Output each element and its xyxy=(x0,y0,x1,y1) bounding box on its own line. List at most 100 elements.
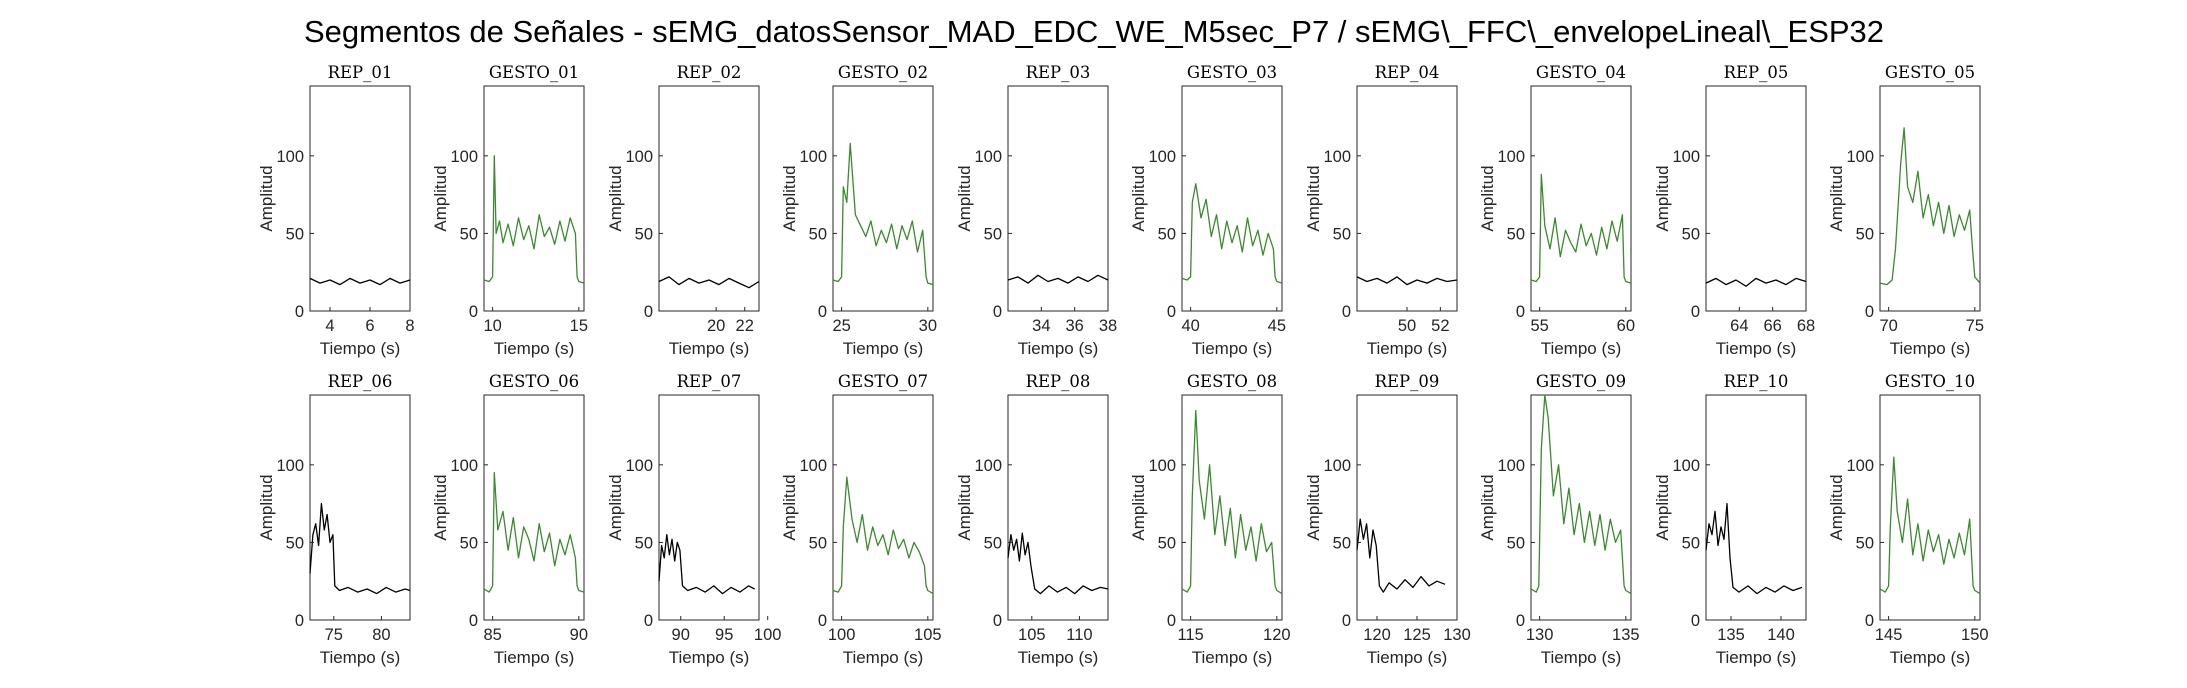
plot-area xyxy=(309,85,411,312)
subplot-title: REP_09 xyxy=(1375,372,1440,391)
y-tick-label: 0 xyxy=(1167,612,1176,630)
x-tick-label: 68 xyxy=(1797,317,1815,335)
x-tick-label: 75 xyxy=(325,626,343,644)
y-axis-label: Amplitud xyxy=(1129,165,1148,231)
x-tick-label: 135 xyxy=(1612,626,1640,644)
subplot-title: GESTO_09 xyxy=(1536,372,1626,391)
y-axis-label: Amplitud xyxy=(1827,474,1846,540)
subplot-title: REP_02 xyxy=(677,63,742,82)
x-tick-label: 38 xyxy=(1099,317,1117,335)
y-tick-label: 0 xyxy=(818,303,827,321)
x-axis-label: Tiempo (s) xyxy=(1890,339,1971,358)
y-tick-label: 100 xyxy=(1672,148,1700,166)
x-tick-label: 110 xyxy=(1066,626,1092,644)
rep-signal-line xyxy=(1007,274,1109,284)
x-axis-label: Tiempo (s) xyxy=(1367,648,1448,667)
x-tick-label: 80 xyxy=(372,626,390,644)
plot-area xyxy=(658,394,760,621)
y-tick-label: 0 xyxy=(469,612,478,630)
y-axis-label: Amplitud xyxy=(431,474,450,540)
y-axis-label: Amplitud xyxy=(780,474,799,540)
subplot: 25 30 0 50 100 GESTO_02 Tiempo (s) Amplitud xyxy=(780,63,937,358)
subplot-title: GESTO_01 xyxy=(489,63,579,82)
subplot: 40 45 0 50 100 GESTO_03 Tiempo (s) Amplitud xyxy=(1129,63,1286,358)
subplot-title: GESTO_04 xyxy=(1536,63,1626,82)
y-axis-label: Amplitud xyxy=(1304,165,1323,231)
subplot: 115 120 0 50 100 GESTO_08 Tiempo (s) Amplitud xyxy=(1129,372,1291,667)
plot-area xyxy=(832,394,934,621)
y-tick-label: 50 xyxy=(1682,225,1700,243)
y-tick-label: 100 xyxy=(1846,457,1874,475)
y-axis-label: Amplitud xyxy=(1478,474,1497,540)
plot-area xyxy=(832,85,934,312)
y-tick-label: 100 xyxy=(450,457,478,475)
y-axis-label: Amplitud xyxy=(1129,474,1148,540)
x-tick-label: 120 xyxy=(1363,626,1391,644)
x-tick-label: 6 xyxy=(365,317,374,335)
y-tick-label: 0 xyxy=(818,612,827,630)
subplot: 64 66 68 0 50 100 REP_05 Tiempo (s) Amplitud xyxy=(1653,63,1815,358)
y-tick-label: 0 xyxy=(1342,303,1351,321)
subplot-title: GESTO_08 xyxy=(1187,372,1277,391)
rep-signal-line xyxy=(1705,502,1803,595)
x-axis-label: Tiempo (s) xyxy=(1018,339,1099,358)
x-tick-label: 75 xyxy=(1966,317,1984,335)
y-tick-label: 0 xyxy=(644,612,653,630)
y-axis-label: Amplitud xyxy=(955,474,974,540)
y-axis-label: Amplitud xyxy=(606,165,625,231)
plot-area xyxy=(1181,394,1283,621)
x-axis-label: Tiempo (s) xyxy=(1890,648,1971,667)
subplot-title: GESTO_05 xyxy=(1885,63,1975,82)
subplot: 20 22 0 50 100 REP_02 Tiempo (s) Amplitud xyxy=(606,63,760,358)
x-axis-label: Tiempo (s) xyxy=(494,339,575,358)
y-tick-label: 0 xyxy=(1865,612,1874,630)
plot-area xyxy=(483,394,585,621)
x-tick-label: 70 xyxy=(1879,317,1897,335)
subplot-title: REP_10 xyxy=(1724,372,1789,391)
y-axis-label: Amplitud xyxy=(1827,165,1846,231)
y-tick-label: 50 xyxy=(1333,225,1351,243)
y-tick-label: 0 xyxy=(295,303,304,321)
x-tick-label: 25 xyxy=(832,317,850,335)
gesto-signal-line xyxy=(1879,127,1981,286)
subplot: 70 75 0 50 100 GESTO_05 Tiempo (s) Amplitud xyxy=(1827,63,1984,358)
y-tick-label: 100 xyxy=(276,148,304,166)
y-tick-label: 50 xyxy=(984,225,1002,243)
x-tick-label: 90 xyxy=(570,626,588,644)
x-tick-label: 140 xyxy=(1767,626,1795,644)
y-axis-label: Amplitud xyxy=(1653,474,1672,540)
rep-signal-line xyxy=(1356,518,1446,593)
gesto-signal-line xyxy=(1181,183,1283,284)
subplot-title: GESTO_10 xyxy=(1885,372,1975,391)
y-tick-label: 50 xyxy=(809,534,827,552)
y-tick-label: 50 xyxy=(1856,534,1874,552)
x-tick-label: 52 xyxy=(1431,317,1449,335)
subplot: 4 6 8 0 50 100 REP_01 Tiempo (s) Amplitud xyxy=(257,63,415,358)
x-axis-label: Tiempo (s) xyxy=(843,339,924,358)
y-tick-label: 100 xyxy=(1148,457,1176,475)
y-tick-label: 100 xyxy=(974,148,1002,166)
x-axis-label: Tiempo (s) xyxy=(1716,648,1797,667)
x-axis-label: Tiempo (s) xyxy=(320,648,401,667)
x-tick-label: 30 xyxy=(919,317,937,335)
y-tick-label: 50 xyxy=(460,225,478,243)
plot-area xyxy=(1007,394,1109,621)
plot-area xyxy=(1705,394,1807,621)
y-axis-label: Amplitud xyxy=(1304,474,1323,540)
y-tick-label: 50 xyxy=(1333,534,1351,552)
subplot: 145 150 0 50 100 GESTO_10 Tiempo (s) Amplitud xyxy=(1827,372,1989,667)
x-axis-label: Tiempo (s) xyxy=(1367,339,1448,358)
y-tick-label: 100 xyxy=(799,457,827,475)
y-axis-label: Amplitud xyxy=(257,474,276,540)
x-tick-label: 105 xyxy=(1018,626,1046,644)
y-tick-label: 100 xyxy=(1672,457,1700,475)
y-tick-label: 50 xyxy=(1856,225,1874,243)
x-tick-label: 66 xyxy=(1763,317,1781,335)
x-tick-label: 130 xyxy=(1526,626,1554,644)
y-tick-label: 0 xyxy=(993,612,1002,630)
y-axis-label: Amplitud xyxy=(431,165,450,231)
y-tick-label: 100 xyxy=(1846,148,1874,166)
y-tick-label: 100 xyxy=(625,148,653,166)
x-axis-label: Tiempo (s) xyxy=(494,648,575,667)
